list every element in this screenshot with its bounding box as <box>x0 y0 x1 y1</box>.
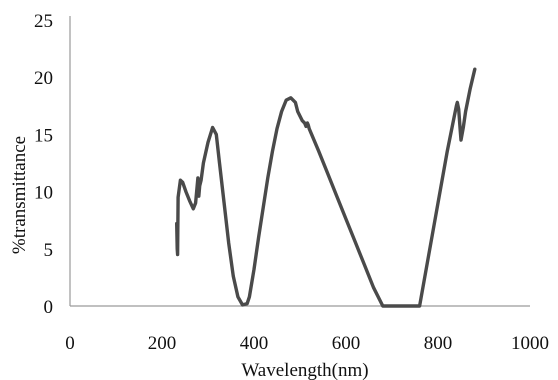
series-line <box>175 67 477 308</box>
tick-labels: 0 200 400 600 800 1000 0 5 10 15 20 25 <box>34 11 549 354</box>
axes <box>69 16 530 307</box>
plot-area <box>175 67 477 308</box>
y-tick-label: 10 <box>34 183 53 204</box>
x-tick-label: 800 <box>424 333 453 354</box>
y-tick-label: 15 <box>34 125 53 146</box>
y-tick-label: 25 <box>34 11 53 32</box>
x-tick-label: 400 <box>240 333 269 354</box>
x-tick-label: 600 <box>332 333 361 354</box>
x-tick-label: 1000 <box>511 333 549 354</box>
y-tick-label: 5 <box>44 240 54 261</box>
y-tick-label: 20 <box>34 68 53 89</box>
x-axis-label: Wavelength(nm) <box>241 360 368 380</box>
y-axis-label: %transmittance <box>9 136 30 254</box>
x-tick-label: 0 <box>65 333 75 354</box>
x-tick-label: 200 <box>148 333 177 354</box>
y-tick-label: 0 <box>44 297 54 318</box>
